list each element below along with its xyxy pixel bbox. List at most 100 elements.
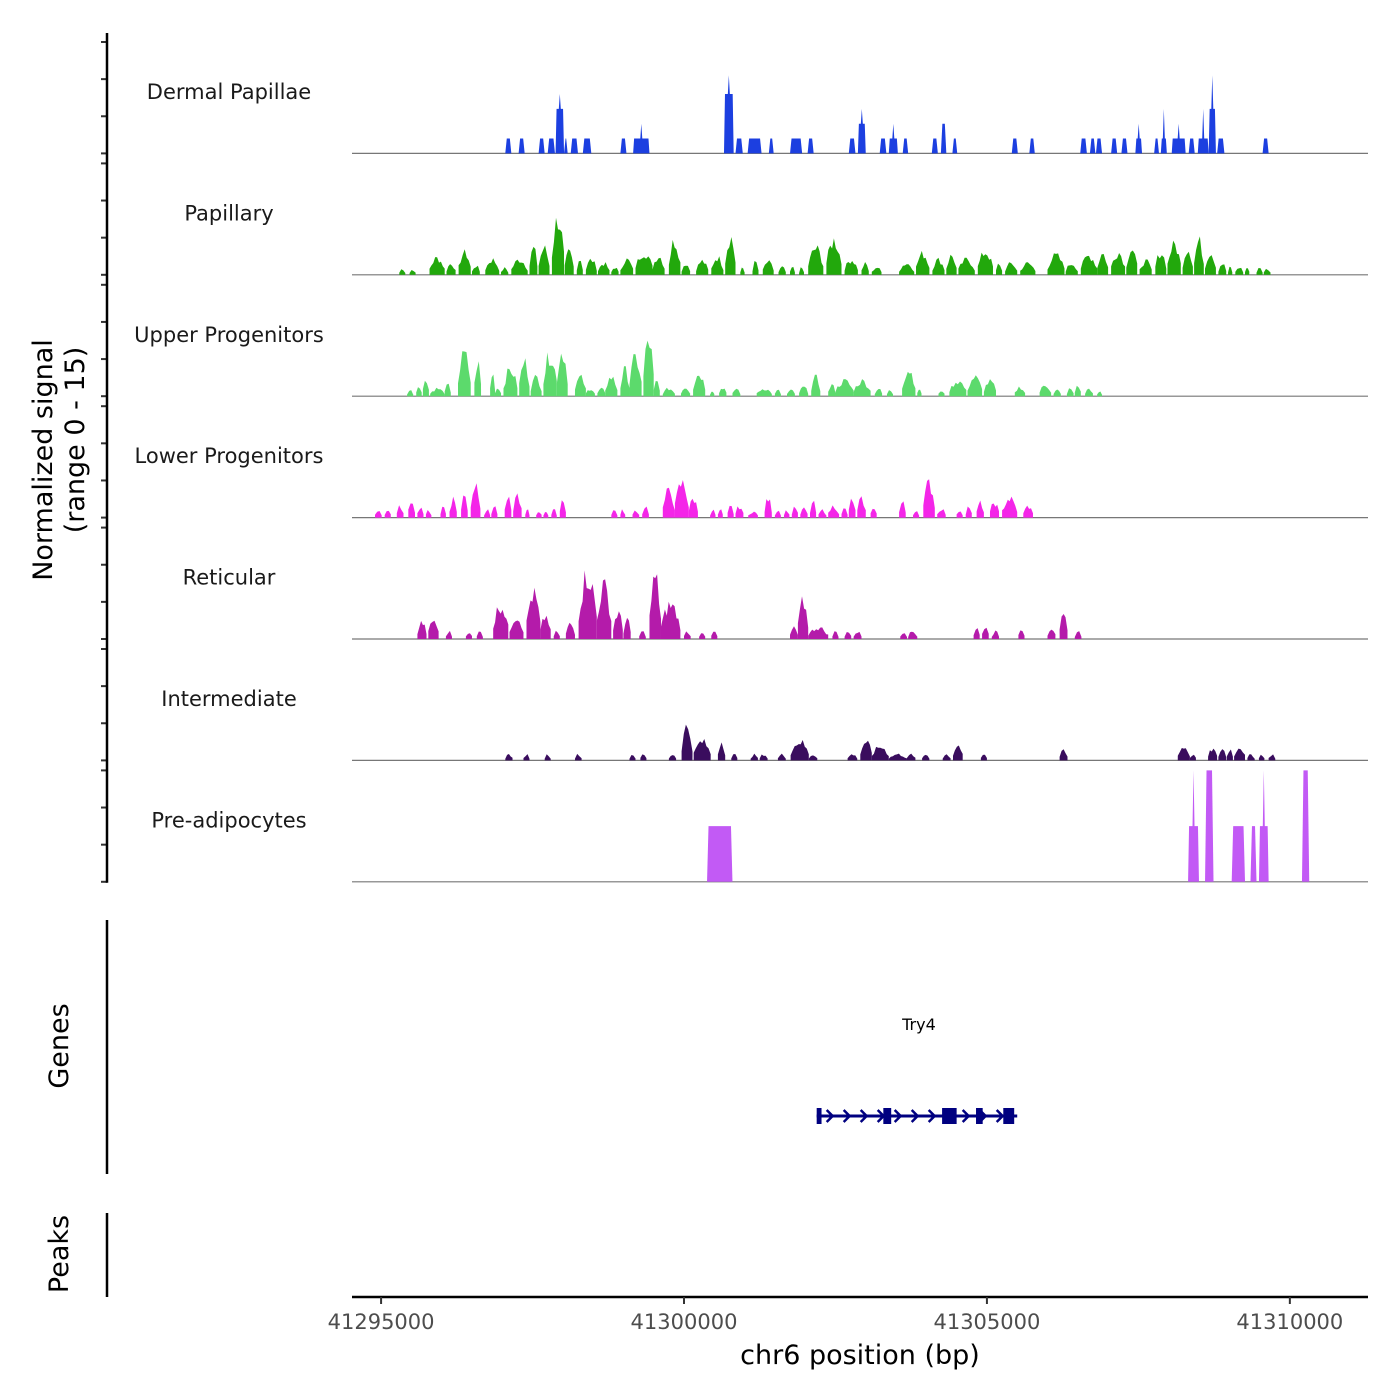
signal-region xyxy=(556,353,568,397)
signal-region xyxy=(611,267,619,275)
signal-region xyxy=(629,354,642,397)
signal-region xyxy=(906,753,916,761)
signal-region xyxy=(826,238,842,275)
signal-peak xyxy=(790,138,803,154)
track-pre-adipocytes: Pre-adipocytes xyxy=(151,770,1368,883)
signal-region xyxy=(660,601,681,639)
signal-region xyxy=(693,739,711,761)
signal-peak xyxy=(538,138,545,154)
signal-region xyxy=(544,754,551,761)
signal-region xyxy=(727,505,734,518)
signal-region xyxy=(841,508,848,518)
signal-region xyxy=(1235,267,1244,275)
signal-peak xyxy=(768,138,774,154)
strand-arrow-icon xyxy=(825,1109,835,1123)
signal-region xyxy=(417,507,424,518)
signal-region xyxy=(937,509,946,518)
signal-region xyxy=(430,387,445,397)
signal-peak xyxy=(747,138,762,154)
signal-region xyxy=(1234,748,1246,761)
signal-region xyxy=(886,390,894,397)
signal-region xyxy=(922,754,930,761)
signal-region xyxy=(1002,496,1018,518)
signal-region xyxy=(958,257,975,275)
track-label-intermediate: Intermediate xyxy=(161,687,297,711)
x-axis: 41295000 41300000 41305000 41310000 chr6 po… xyxy=(328,1295,1368,1371)
genes-track-label: Genes xyxy=(44,1003,75,1088)
signal-region xyxy=(853,379,871,397)
signal-peak xyxy=(707,826,733,882)
signal-peak xyxy=(1258,770,1269,882)
signal-region xyxy=(553,630,560,639)
track-papillary: Papillary xyxy=(184,201,1368,276)
signal-region xyxy=(790,740,809,761)
signal-region xyxy=(980,754,987,761)
signal-region xyxy=(923,479,935,518)
signal-region xyxy=(1263,268,1271,275)
signal-region xyxy=(596,579,612,639)
track-label-dermal-papillae: Dermal Papillae xyxy=(147,80,311,104)
y-axis-title-line-1: Normalized signal xyxy=(28,339,59,581)
signal-peak xyxy=(735,138,743,154)
signal-region xyxy=(735,506,744,518)
signal-region xyxy=(844,632,852,639)
signal-peak xyxy=(1171,123,1186,154)
signal-region xyxy=(611,510,618,518)
signal-region xyxy=(597,387,606,397)
signal-region xyxy=(783,510,790,518)
signal-region xyxy=(731,754,738,761)
track-intermediate: Intermediate xyxy=(161,687,1368,762)
signal-region xyxy=(668,755,677,761)
signal-peak xyxy=(857,108,866,154)
signal-region xyxy=(861,262,869,275)
signal-region xyxy=(1074,631,1082,639)
signal-region xyxy=(407,390,414,397)
signal-peak xyxy=(564,138,568,154)
signal-region xyxy=(505,754,513,761)
signal-region xyxy=(597,262,610,275)
gene-try4: Try4 xyxy=(816,1015,1018,1124)
signal-region xyxy=(913,511,920,518)
y-axis xyxy=(101,33,109,883)
signal-region xyxy=(916,250,930,275)
signal-region xyxy=(680,388,691,397)
signal-peak xyxy=(555,93,565,154)
signal-region xyxy=(428,620,439,639)
signal-region xyxy=(774,510,781,518)
signal-region xyxy=(888,753,907,761)
signal-region xyxy=(791,506,798,518)
signal-region xyxy=(1126,250,1138,275)
signal-region xyxy=(446,264,456,275)
signal-region xyxy=(982,627,989,639)
signal-region xyxy=(857,496,866,518)
signal-region xyxy=(1005,262,1018,275)
signal-region xyxy=(750,753,758,761)
genes-panel: Genes Try4 xyxy=(44,920,1018,1174)
signal-region xyxy=(899,501,906,518)
signal-region xyxy=(977,252,993,275)
signal-region xyxy=(684,631,691,639)
signal-region xyxy=(485,258,500,275)
signal-peak xyxy=(1262,138,1269,154)
signal-region xyxy=(1074,385,1081,397)
signal-region xyxy=(585,258,597,275)
signal-peak xyxy=(723,75,734,154)
signal-region xyxy=(422,380,429,397)
signal-region xyxy=(632,510,640,518)
signal-region xyxy=(649,574,661,639)
signal-region xyxy=(399,269,406,275)
signal-region xyxy=(762,260,774,275)
x-tick-label: 41295000 xyxy=(328,1310,435,1334)
signal-peak xyxy=(1217,138,1225,154)
x-tick-label: 41305000 xyxy=(933,1310,1040,1334)
strand-arrow-icon xyxy=(859,1109,869,1123)
signal-region xyxy=(1039,385,1052,397)
gene-exon xyxy=(816,1108,822,1124)
signal-peak xyxy=(1011,138,1018,154)
signal-region xyxy=(1053,389,1061,397)
gene-label: Try4 xyxy=(901,1015,936,1034)
signal-region xyxy=(1097,391,1103,397)
coverage-tracks: Dermal Papillae Papillary Upper Progenitor… xyxy=(134,75,1368,883)
signal-region xyxy=(1139,259,1152,275)
track-dermal-papillae: Dermal Papillae xyxy=(147,75,1368,154)
